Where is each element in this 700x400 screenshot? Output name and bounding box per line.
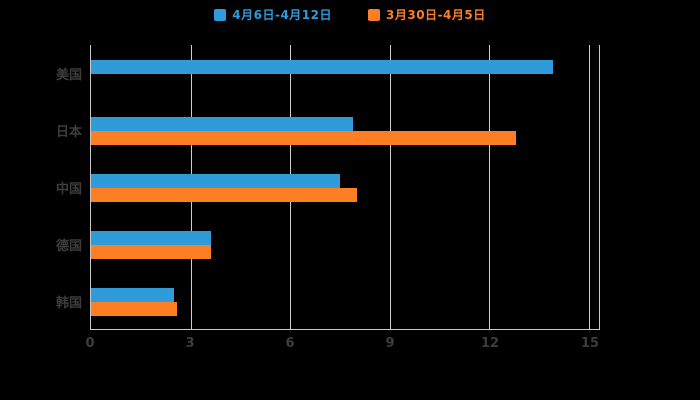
x-axis-tick-1: 3 <box>185 336 195 351</box>
legend-label: 4月6日-4月12日 <box>232 8 332 22</box>
category-band-4 <box>91 273 599 330</box>
bar-德国-series-0[interactable] <box>91 230 211 245</box>
bar-中国-series-0[interactable] <box>91 173 341 188</box>
x-axis-tick-5: 15 <box>580 336 600 351</box>
bar-中国-series-1[interactable] <box>91 187 357 202</box>
y-axis-label-3: 德国 <box>55 239 82 254</box>
bar-日本-series-0[interactable] <box>91 116 354 131</box>
category-band-0 <box>91 45 599 102</box>
y-axis-label-2: 中国 <box>55 182 82 197</box>
category-band-3 <box>91 216 599 273</box>
legend-item-1[interactable]: 3月30日-4月5日 <box>368 6 486 23</box>
bar-韩国-series-0[interactable] <box>91 287 174 302</box>
legend-swatch-icon <box>368 8 380 21</box>
legend-label: 3月30日-4月5日 <box>386 8 486 22</box>
x-axis-tick-4: 12 <box>480 336 500 351</box>
category-band-2 <box>91 159 599 216</box>
y-axis-label-4: 韩国 <box>55 296 82 311</box>
plot-area <box>90 45 600 330</box>
bar-德国-series-1[interactable] <box>91 244 211 259</box>
bar-韩国-series-1[interactable] <box>91 301 178 316</box>
gridline <box>489 45 491 329</box>
bar-日本-series-1[interactable] <box>91 130 516 145</box>
x-axis-tick-0: 0 <box>85 336 95 351</box>
gridline <box>389 45 391 329</box>
legend-swatch-icon <box>214 8 227 21</box>
legend-item-0[interactable]: 4月6日-4月12日 <box>214 6 332 23</box>
y-axis-label-0: 美国 <box>55 68 82 83</box>
y-axis-label-1: 日本 <box>55 125 82 140</box>
x-axis-tick-2: 6 <box>285 336 295 351</box>
bar-美国-series-0[interactable] <box>91 59 553 74</box>
x-axis-tick-3: 9 <box>385 336 395 351</box>
gridline <box>589 45 591 329</box>
legend: 4月6日-4月12日 3月30日-4月5日 <box>0 6 700 23</box>
category-band-1 <box>91 102 599 159</box>
